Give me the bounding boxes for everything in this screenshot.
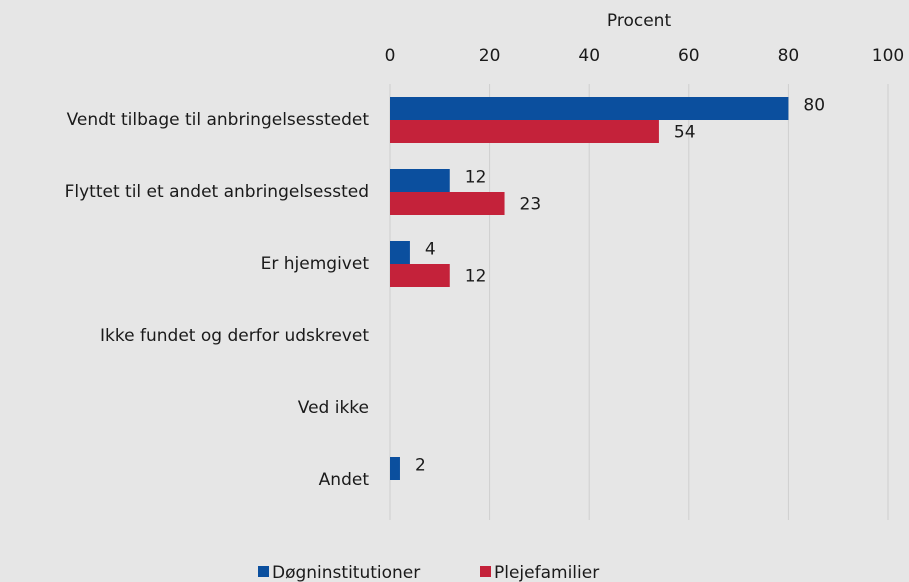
data-label: 54 [674, 123, 696, 143]
bar [390, 120, 659, 143]
x-tick-label: 80 [778, 46, 800, 66]
data-label: 2 [415, 456, 426, 476]
x-tick-label: 20 [479, 46, 501, 66]
bar [390, 457, 400, 480]
x-tick-label: 60 [678, 46, 700, 66]
legend-swatch [480, 566, 491, 577]
y-tick-label: Andet [319, 470, 370, 490]
data-label: 80 [803, 96, 825, 116]
data-label: 23 [520, 195, 542, 215]
legend-label: Plejefamilier [494, 563, 599, 582]
bar [390, 241, 410, 264]
y-tick-label: Ikke fundet og derfor udskrevet [100, 326, 369, 346]
x-axis-title: Procent [607, 11, 672, 31]
legend-swatch [258, 566, 269, 577]
bar [390, 192, 505, 215]
y-tick-label: Er hjemgivet [261, 254, 370, 274]
data-label: 4 [425, 240, 436, 260]
legend-label: Døgninstitutioner [272, 563, 420, 582]
y-tick-label: Vendt tilbage til anbringelsesstedet [67, 110, 370, 130]
data-label: 12 [465, 168, 487, 188]
x-tick-label: 40 [578, 46, 600, 66]
x-tick-label: 100 [872, 46, 904, 66]
data-label: 12 [465, 267, 487, 287]
y-tick-label: Ved ikke [298, 398, 369, 418]
y-tick-label: Flyttet til et andet anbringelsessted [65, 182, 369, 202]
x-tick-label: 0 [385, 46, 396, 66]
bar [390, 97, 789, 120]
bar [390, 169, 450, 192]
bar [390, 264, 450, 287]
